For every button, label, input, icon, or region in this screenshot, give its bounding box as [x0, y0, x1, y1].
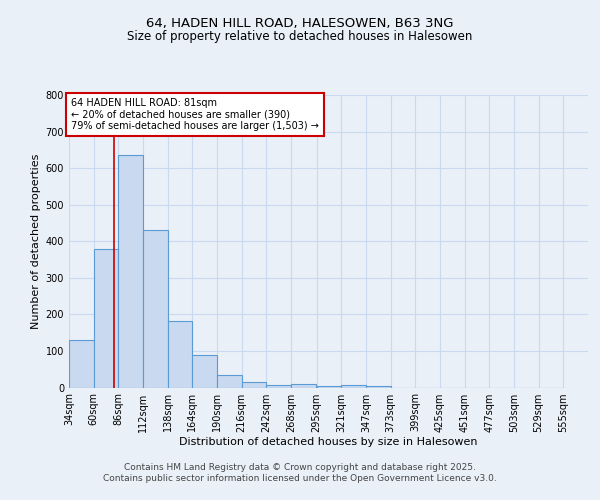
Text: 64, HADEN HILL ROAD, HALESOWEN, B63 3NG: 64, HADEN HILL ROAD, HALESOWEN, B63 3NG [146, 18, 454, 30]
Text: 64 HADEN HILL ROAD: 81sqm
← 20% of detached houses are smaller (390)
79% of semi: 64 HADEN HILL ROAD: 81sqm ← 20% of detac… [71, 98, 319, 131]
Y-axis label: Number of detached properties: Number of detached properties [31, 154, 41, 329]
Bar [266, 384, 291, 388]
Text: Contains HM Land Registry data © Crown copyright and database right 2025.: Contains HM Land Registry data © Crown c… [124, 462, 476, 471]
Bar [94, 248, 118, 388]
Bar [242, 382, 266, 388]
Bar [217, 374, 242, 388]
Bar [167, 320, 193, 388]
Bar [291, 384, 316, 388]
Text: Contains public sector information licensed under the Open Government Licence v3: Contains public sector information licen… [103, 474, 497, 483]
Bar [193, 354, 217, 388]
Bar [366, 386, 391, 388]
Bar [69, 340, 94, 388]
Bar [118, 156, 143, 388]
Bar [317, 386, 341, 388]
X-axis label: Distribution of detached houses by size in Halesowen: Distribution of detached houses by size … [179, 438, 478, 448]
Bar [143, 230, 167, 388]
Text: Size of property relative to detached houses in Halesowen: Size of property relative to detached ho… [127, 30, 473, 43]
Bar [341, 384, 366, 388]
